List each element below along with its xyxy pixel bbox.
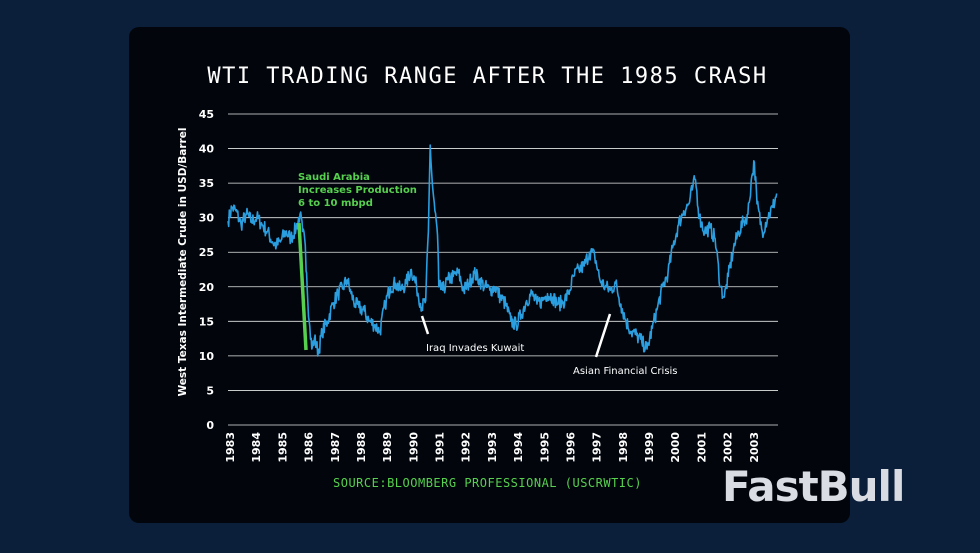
x-tick-label: 1986	[303, 432, 316, 463]
y-tick-label: 0	[206, 419, 214, 432]
x-tick-label: 2003	[748, 432, 761, 463]
iraq-annotation-label: Iraq Invades Kuwait	[426, 343, 524, 354]
x-tick-label: 1998	[617, 432, 630, 463]
y-tick-labels: 0 5 10 15 20 25 30 35 40 45	[199, 108, 215, 432]
x-tick-label: 1984	[250, 432, 263, 463]
saudi-annotation-line-2: Increases Production	[298, 185, 417, 196]
x-tick-label: 2001	[695, 432, 708, 463]
y-tick-label: 40	[199, 143, 215, 156]
x-tick-label: 2000	[669, 432, 682, 463]
x-tick-label: 1994	[512, 432, 525, 463]
x-tick-label: 1999	[643, 432, 656, 463]
y-tick-label: 10	[199, 350, 215, 363]
x-tick-label: 1989	[381, 432, 394, 463]
x-tick-label: 1995	[538, 432, 551, 463]
y-tick-label: 5	[206, 384, 214, 397]
x-tick-label: 1987	[329, 432, 342, 463]
x-tick-label: 1988	[355, 432, 368, 463]
x-tick-label: 1983	[224, 432, 237, 463]
saudi-annotation-line	[297, 222, 308, 351]
gridlines	[228, 113, 778, 426]
x-tick-label: 1993	[486, 432, 499, 463]
asian-crisis-annotation-line	[594, 313, 612, 358]
x-tick-label: 1991	[434, 432, 447, 463]
y-tick-label: 15	[199, 315, 214, 328]
fastbull-logo: FastBull	[722, 462, 905, 511]
x-tick-label: 1985	[276, 432, 289, 463]
iraq-annotation-line	[420, 315, 430, 335]
chart-title: WTI TRADING RANGE AFTER THE 1985 CRASH	[207, 64, 768, 89]
x-tick-label: 2002	[722, 432, 735, 463]
x-tick-labels: 1983 1984 1985 1986 1987 1988 1989 1990 1991 1992…	[224, 432, 761, 463]
saudi-annotation-line-1: Saudi Arabia	[298, 172, 370, 183]
x-tick-label: 1997	[591, 432, 604, 463]
asian-crisis-annotation-label: Asian Financial Crisis	[573, 366, 678, 377]
y-tick-label: 35	[199, 177, 214, 190]
source-note: SOURCE:BLOOMBERG PROFESSIONAL (USCRWTIC)	[333, 476, 642, 490]
chart-card	[129, 27, 850, 523]
y-tick-label: 30	[199, 212, 215, 225]
x-tick-label: 1992	[460, 432, 473, 463]
y-axis-label: West Texas Intermediate Crude in USD/Bar…	[177, 128, 189, 397]
x-tick-label: 1996	[564, 432, 577, 463]
x-tick-label: 1990	[407, 432, 420, 463]
saudi-annotation-line-3: 6 to 10 mbpd	[298, 198, 373, 209]
y-tick-label: 45	[199, 108, 214, 121]
y-tick-label: 25	[199, 246, 214, 259]
y-tick-label: 20	[199, 281, 215, 294]
wti-price-line	[227, 144, 778, 357]
